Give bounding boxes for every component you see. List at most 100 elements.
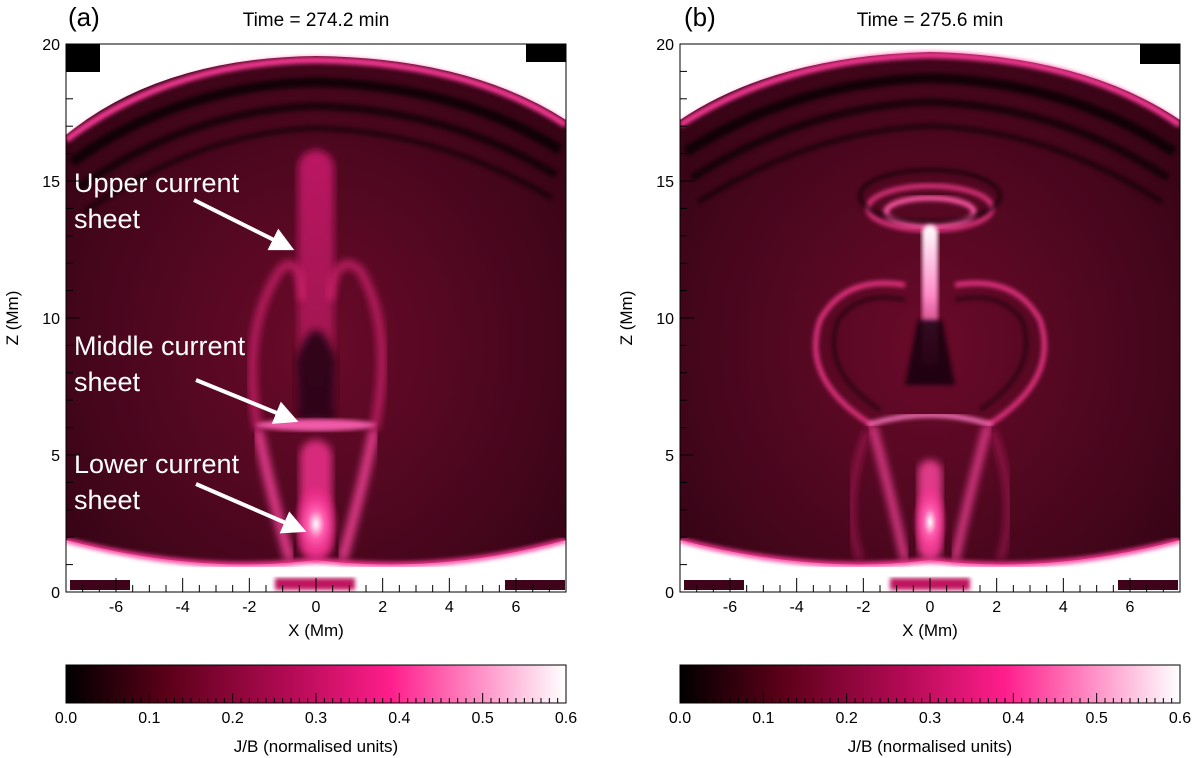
annotation-upper-arrow [193, 198, 295, 251]
panel-b: (b) Time = 275.6 min [617, 2, 1191, 756]
panel-a: (a) Time = 274.2 min [3, 2, 577, 756]
panel-a-ring-1 [69, 76, 563, 167]
colorbar-tick-label: 0.2 [836, 710, 858, 727]
x-tick-label: 0 [926, 599, 935, 616]
y-tick-label: 5 [51, 448, 60, 465]
colorbar-tick-label: 0.0 [55, 710, 77, 727]
panel-a-ylabel: Z (Mm) [3, 291, 22, 346]
annotation-lower: Lower current sheet [74, 449, 307, 534]
annotation-middle-line2: sheet [74, 367, 141, 397]
panel-b-dark-cavity [905, 320, 955, 385]
panel-a-axes: -6 -4 -2 0 2 4 6 0 5 10 15 20 [42, 37, 567, 616]
panel-a-label: (a) [68, 2, 100, 32]
x-tick-label: 0 [312, 599, 321, 616]
panel-b-lower-right-leg [951, 423, 992, 561]
panel-a-base-spot-center [275, 578, 355, 590]
panel-a-black-corner-left [66, 44, 100, 72]
panel-b-colorbar-label: J/B (normalised units) [848, 737, 1012, 756]
colorbar-tick-label: 0.6 [555, 710, 577, 727]
y-tick-label: 20 [42, 37, 60, 54]
y-tick-label: 10 [656, 311, 674, 328]
annotation-upper-line1: Upper current [74, 168, 240, 198]
x-tick-label: -4 [176, 599, 190, 616]
annotation-upper-line2: sheet [74, 204, 141, 234]
panel-a-front-arc [66, 56, 566, 143]
panel-a-bright-spot [292, 484, 340, 564]
colorbar-tick-label: 0.3 [919, 710, 941, 727]
annotation-middle-arrow [195, 378, 299, 424]
panel-b-lower-left-leg [868, 423, 909, 561]
panel-a-middle-sheet [256, 419, 376, 431]
colorbar-tick-label: 0.1 [138, 710, 160, 727]
colorbar-tick-label: 0.2 [222, 710, 244, 727]
panel-a-white-corner [66, 44, 566, 135]
y-tick-label: 0 [665, 585, 674, 602]
panel-b-axes: -6 -4 -2 0 2 4 6 0 5 10 15 20 [656, 37, 1181, 616]
panel-b-left-lobe [813, 280, 906, 428]
x-tick-label: 2 [992, 599, 1001, 616]
annotation-upper: Upper current sheet [74, 168, 295, 251]
panel-a-ring-3 [82, 124, 554, 215]
panel-b-white-corner [680, 44, 1180, 120]
colorbar-tick-label: 0.1 [752, 710, 774, 727]
annotation-lower-line2: sheet [74, 485, 141, 515]
panel-a-colorbar-ticks: 0.0 0.1 0.2 0.3 0.4 0.5 0.6 [55, 693, 577, 727]
panel-a-heatmap: Upper current sheet Middle current sheet… [66, 44, 566, 592]
panel-b-plasmoid-dark [858, 168, 1002, 224]
y-tick-label: 5 [665, 448, 674, 465]
x-tick-label: -6 [723, 599, 737, 616]
panel-b-base-spot-left [684, 580, 744, 590]
panel-b-black-corner-right [1140, 44, 1180, 64]
panel-b-lower-outer-left [848, 428, 871, 561]
panel-b-left-lobe-dark [831, 295, 906, 412]
panel-b-right-lobe-dark [954, 295, 1029, 412]
panel-b-bright-spot [912, 484, 948, 560]
panel-a-right-loop [326, 260, 386, 431]
panel-a-base-spot-right [505, 580, 565, 590]
x-tick-label: 6 [1126, 599, 1135, 616]
x-tick-label: -2 [242, 599, 256, 616]
panel-b-ylabel: Z (Mm) [617, 291, 636, 346]
panel-b-heatmap [680, 44, 1180, 592]
panel-b-base-spot-right [1118, 580, 1178, 590]
panel-b-ring-1 [683, 72, 1177, 157]
x-tick-label: -4 [790, 599, 804, 616]
colorbar-tick-label: 0.4 [1002, 710, 1024, 727]
panel-a-dark-cavity [296, 330, 336, 420]
x-tick-label: -6 [109, 599, 123, 616]
panel-b-middle-sheet [867, 412, 993, 428]
panel-a-colorbar-label: J/B (normalised units) [234, 737, 398, 756]
panel-b-label: (b) [684, 2, 716, 32]
y-tick-label: 0 [51, 585, 60, 602]
colorbar-tick-label: 0.5 [472, 710, 494, 727]
panel-b-xlabel: X (Mm) [902, 621, 958, 640]
colorbar-tick-label: 0.3 [305, 710, 327, 727]
colorbar-tick-label: 0.5 [1086, 710, 1108, 727]
annotation-lower-arrow [195, 482, 307, 534]
panel-b-front-arc [680, 51, 1180, 128]
x-tick-label: 4 [1059, 599, 1068, 616]
colorbar-tick-label: 0.4 [388, 710, 410, 727]
y-tick-label: 15 [42, 174, 60, 191]
panel-b-lower-outer-right [989, 428, 1012, 561]
x-tick-label: 2 [378, 599, 387, 616]
panel-a-base-spot-left [70, 580, 130, 590]
colorbar-tick-label: 0.0 [669, 710, 691, 727]
panel-a-left-loop [248, 260, 306, 431]
annotation-middle: Middle current sheet [74, 331, 299, 424]
panel-a-title: Time = 274.2 min [243, 10, 390, 31]
y-tick-label: 10 [42, 311, 60, 328]
panel-b-title: Time = 275.6 min [857, 10, 1004, 31]
panel-a-lower-right-leg [337, 429, 379, 562]
panel-b-ring-3 [696, 122, 1164, 205]
annotation-lower-line1: Lower current [74, 449, 240, 479]
x-tick-label: -2 [856, 599, 870, 616]
x-tick-label: 6 [512, 599, 521, 616]
x-tick-label: 4 [445, 599, 454, 616]
panel-a-black-corner-right [526, 44, 566, 62]
y-tick-label: 20 [656, 37, 674, 54]
panel-b-right-lobe [954, 280, 1047, 428]
annotation-middle-line1: Middle current [74, 331, 246, 361]
panel-b-ring-2 [689, 97, 1171, 182]
